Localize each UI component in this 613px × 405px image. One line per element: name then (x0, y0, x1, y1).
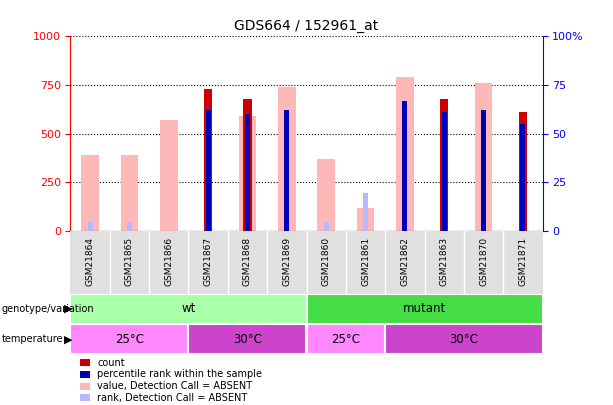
Bar (70, 324, 189, 354)
Bar (160, 120, 178, 231)
Bar (481, 110, 486, 231)
Text: GSM21862: GSM21862 (400, 237, 409, 286)
Text: GSM21865: GSM21865 (125, 237, 134, 286)
Bar (88, 222, 93, 231)
Bar (245, 114, 250, 231)
Text: temperature: temperature (2, 334, 63, 344)
Text: GSM21860: GSM21860 (322, 237, 330, 286)
Text: GSM21870: GSM21870 (479, 237, 488, 286)
Text: ▶: ▶ (64, 334, 73, 344)
Bar (70, 294, 306, 324)
Text: 30°C: 30°C (449, 333, 478, 346)
Text: genotype/variation: genotype/variation (2, 304, 94, 314)
Text: GSM21871: GSM21871 (519, 237, 527, 286)
Bar (127, 222, 132, 231)
Text: GSM21867: GSM21867 (204, 237, 213, 286)
Bar (284, 218, 289, 231)
Bar (80, 394, 90, 401)
Bar (189, 324, 306, 354)
Text: mutant: mutant (403, 302, 446, 315)
Bar (385, 324, 543, 354)
Bar (238, 116, 256, 231)
Bar (80, 371, 90, 378)
Text: 25°C: 25°C (115, 333, 144, 346)
Text: percentile rank within the sample: percentile rank within the sample (97, 369, 262, 379)
Text: GSM21863: GSM21863 (440, 237, 449, 286)
Bar (121, 155, 139, 231)
Bar (243, 99, 252, 231)
Text: GSM21866: GSM21866 (164, 237, 173, 286)
Text: 30°C: 30°C (233, 333, 262, 346)
Bar (306, 294, 543, 324)
Bar (474, 83, 492, 231)
Text: GSM21861: GSM21861 (361, 237, 370, 286)
Text: value, Detection Call = ABSENT: value, Detection Call = ABSENT (97, 381, 253, 391)
Bar (284, 110, 289, 231)
Text: GSM21868: GSM21868 (243, 237, 252, 286)
Bar (82, 155, 99, 231)
Bar (324, 222, 329, 231)
Bar (318, 159, 335, 231)
Text: 25°C: 25°C (332, 333, 360, 346)
Text: ▶: ▶ (64, 304, 73, 314)
Bar (80, 383, 90, 390)
Bar (204, 89, 213, 231)
Bar (80, 359, 90, 366)
Bar (442, 112, 446, 231)
Text: GSM21864: GSM21864 (86, 237, 94, 286)
Text: rank, Detection Call = ABSENT: rank, Detection Call = ABSENT (97, 393, 248, 403)
Bar (519, 112, 527, 231)
Bar (440, 99, 449, 231)
Bar (206, 110, 210, 231)
Bar (520, 124, 525, 231)
Bar (363, 193, 368, 231)
Text: GSM21869: GSM21869 (283, 237, 291, 286)
Bar (278, 87, 295, 231)
Bar (357, 209, 375, 231)
Title: GDS664 / 152961_at: GDS664 / 152961_at (234, 19, 379, 33)
Bar (403, 100, 407, 231)
Bar (306, 324, 385, 354)
Text: wt: wt (181, 302, 196, 315)
Text: count: count (97, 358, 125, 368)
Bar (396, 77, 414, 231)
